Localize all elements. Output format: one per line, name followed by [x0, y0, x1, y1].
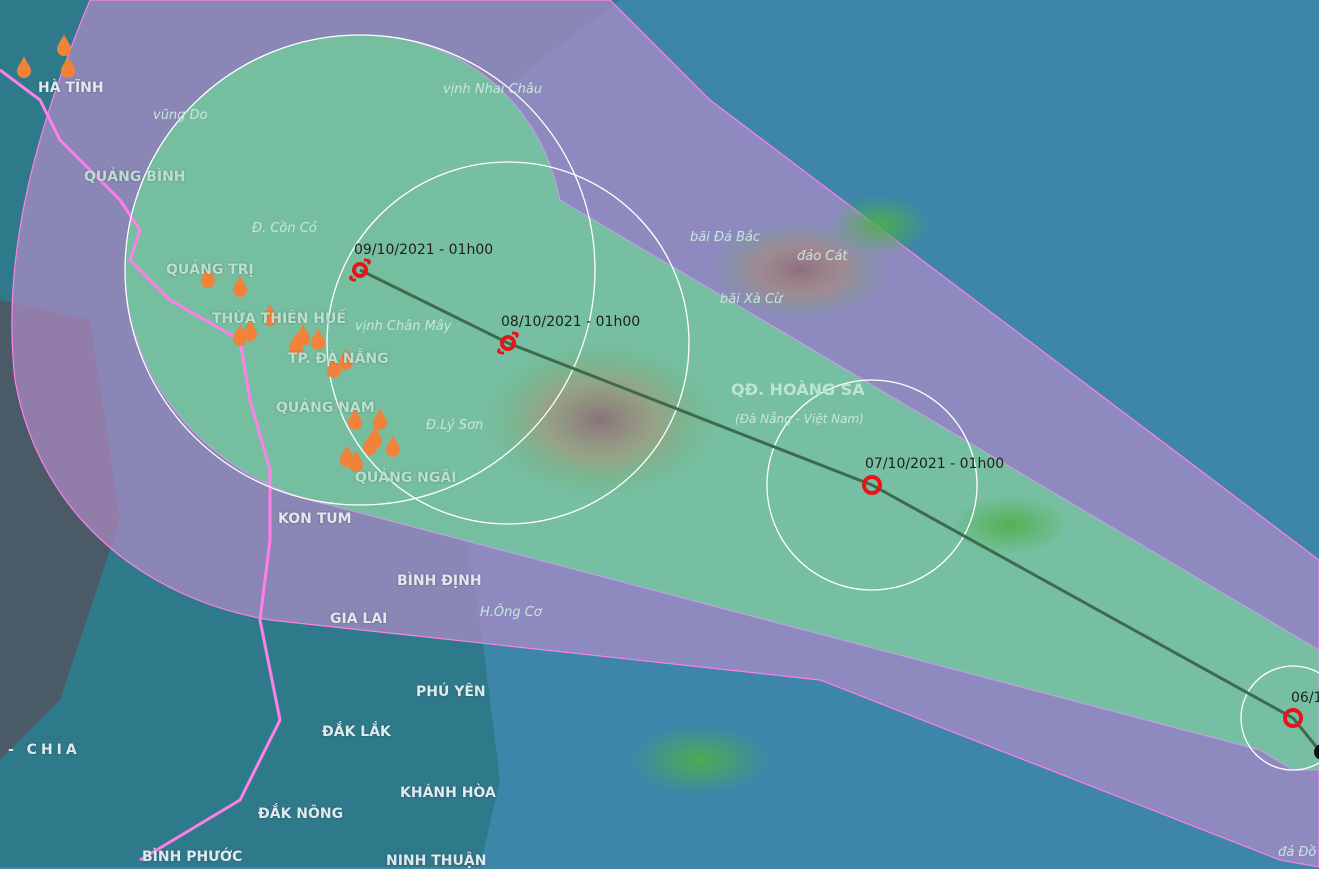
rain-cell [480, 340, 720, 500]
rain-drop-icon[interactable] [348, 408, 362, 430]
track-label-1: 09/10/2021 - 01h00 [354, 242, 494, 258]
wind-radius-circle [326, 161, 690, 525]
rain-drop-icon[interactable] [311, 328, 325, 350]
province-label: HÀ TĨNH [38, 80, 104, 96]
rain-drop-icon[interactable] [296, 324, 310, 346]
rain-drop-icon[interactable] [289, 333, 303, 355]
rain-drop-icon[interactable] [363, 433, 377, 455]
province-label: QUẢNG NAM [276, 400, 375, 416]
wind-radius-circle [124, 34, 596, 506]
rain-drop-icon[interactable] [339, 348, 353, 370]
typhoon-icon[interactable] [497, 331, 519, 355]
province-label: BÌNH PHƯỚC [142, 849, 243, 865]
sea-label: đảo Cát [797, 249, 848, 264]
typhoon-icon[interactable] [349, 258, 371, 282]
wind-radius-circle [766, 379, 978, 591]
rain-drop-icon[interactable] [201, 266, 215, 288]
province-label: KON TUM [278, 511, 352, 527]
rain-drop-icon[interactable] [349, 450, 363, 472]
rain-drop-icon[interactable] [61, 56, 75, 78]
province-label: BÌNH ĐỊNH [397, 573, 482, 589]
province-label: TP. ĐÀ NẴNG [288, 351, 389, 367]
province-label: THỪA THIÊN HUẾ [212, 311, 346, 327]
sea-label: Đ. Cồn Cỏ [252, 221, 317, 236]
sea-label: vịnh Chân Mây [355, 319, 452, 334]
rain-drop-icon[interactable] [243, 319, 257, 341]
current-position-icon[interactable] [1314, 744, 1319, 760]
province-label: KHÁNH HÒA [400, 785, 496, 801]
storm-track-line [359, 268, 1319, 751]
rain-cell [950, 495, 1070, 555]
archipelago-subtitle: (Đà Nẵng - Việt Nam) [735, 412, 864, 426]
rain-cell [630, 725, 770, 795]
sea-label: Đ.Lý Sơn [426, 418, 484, 433]
rain-drop-icons [17, 34, 400, 472]
sea-label: bãi Xà Cừ [720, 292, 783, 307]
country-label: - CHIA [8, 742, 81, 758]
rain-drop-icon[interactable] [17, 56, 31, 78]
rain-drop-icon[interactable] [386, 435, 400, 457]
province-label: ĐẮK LẮK [322, 724, 391, 740]
rain-drop-icon[interactable] [373, 408, 387, 430]
province-label: PHÚ YÊN [416, 684, 486, 700]
sea-label: H.Ông Cơ [480, 605, 542, 620]
rain-drop-icon[interactable] [233, 324, 247, 346]
rain-drop-icon[interactable] [263, 304, 277, 326]
sea-label: bãi Đá Bắc [690, 230, 761, 245]
rain-cell [830, 195, 930, 255]
province-label: NINH THUẬN [386, 853, 487, 869]
sea-label: đá Đồ [1278, 845, 1317, 860]
low-pressure-circle-icon[interactable] [1283, 708, 1303, 728]
province-label: QUẢNG TRỊ [166, 262, 254, 278]
wind-radius-circle [1240, 665, 1319, 771]
rain-drop-icon[interactable] [233, 275, 247, 297]
province-label: QUẢNG NGÃI [355, 470, 457, 486]
archipelago-label: QĐ. HOÀNG SA [731, 380, 865, 399]
province-label: ĐẮK NÔNG [258, 806, 344, 822]
track-label-3: 07/10/2021 - 01h00 [865, 456, 1005, 472]
track-label-4: 06/1 [1291, 690, 1319, 706]
rain-drop-icon[interactable] [57, 34, 71, 56]
rain-drop-icon[interactable] [327, 356, 341, 378]
province-label: GIA LAI [330, 611, 388, 627]
province-label: QUẢNG BÌNH [84, 169, 186, 185]
low-pressure-circle-icon[interactable] [862, 475, 882, 495]
track-label-2: 08/10/2021 - 01h00 [501, 314, 641, 330]
sea-label: vịnh Nhai Châu [443, 82, 543, 97]
sea-label: vũng Do [153, 108, 208, 123]
